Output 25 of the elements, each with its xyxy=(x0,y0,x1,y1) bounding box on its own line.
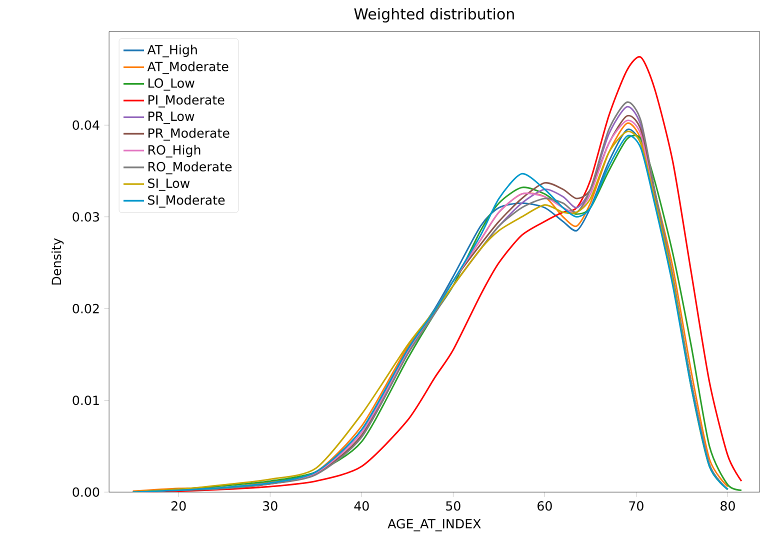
y-tick-label: 0.04 xyxy=(72,120,100,130)
x-tick-label: 70 xyxy=(629,501,644,511)
legend-label: SI_Moderate xyxy=(148,195,225,208)
legend-label: LO_Low xyxy=(148,78,194,91)
legend-label: PR_Moderate xyxy=(148,128,230,141)
x-tick-label: 30 xyxy=(263,501,278,511)
x-tick-label: 60 xyxy=(538,501,552,511)
legend-label: SI_Low xyxy=(148,178,190,192)
x-tick-label: 80 xyxy=(720,501,735,511)
legend-label: PR_Low xyxy=(148,112,194,124)
legend-label: AT_High xyxy=(147,44,197,58)
legend-label: PI_Moderate xyxy=(148,95,224,108)
x-axis-title: AGE_AT_INDEX xyxy=(388,519,481,532)
legend-label: RO_Moderate xyxy=(148,162,232,174)
y-tick-label: 0.02 xyxy=(72,304,99,314)
y-axis-title: Density xyxy=(51,238,64,285)
x-tick-label: 40 xyxy=(354,501,369,511)
y-tick-label: 0.03 xyxy=(72,212,99,222)
legend-label: AT_Moderate xyxy=(147,62,228,74)
y-tick-label: 0.01 xyxy=(72,396,99,406)
legend-label: RO_High xyxy=(148,145,200,158)
x-tick-label: 20 xyxy=(172,501,186,511)
x-tick-label: 50 xyxy=(446,501,460,511)
chart-title: Weighted distribution xyxy=(354,8,514,23)
y-tick-label: 0.00 xyxy=(72,488,100,498)
